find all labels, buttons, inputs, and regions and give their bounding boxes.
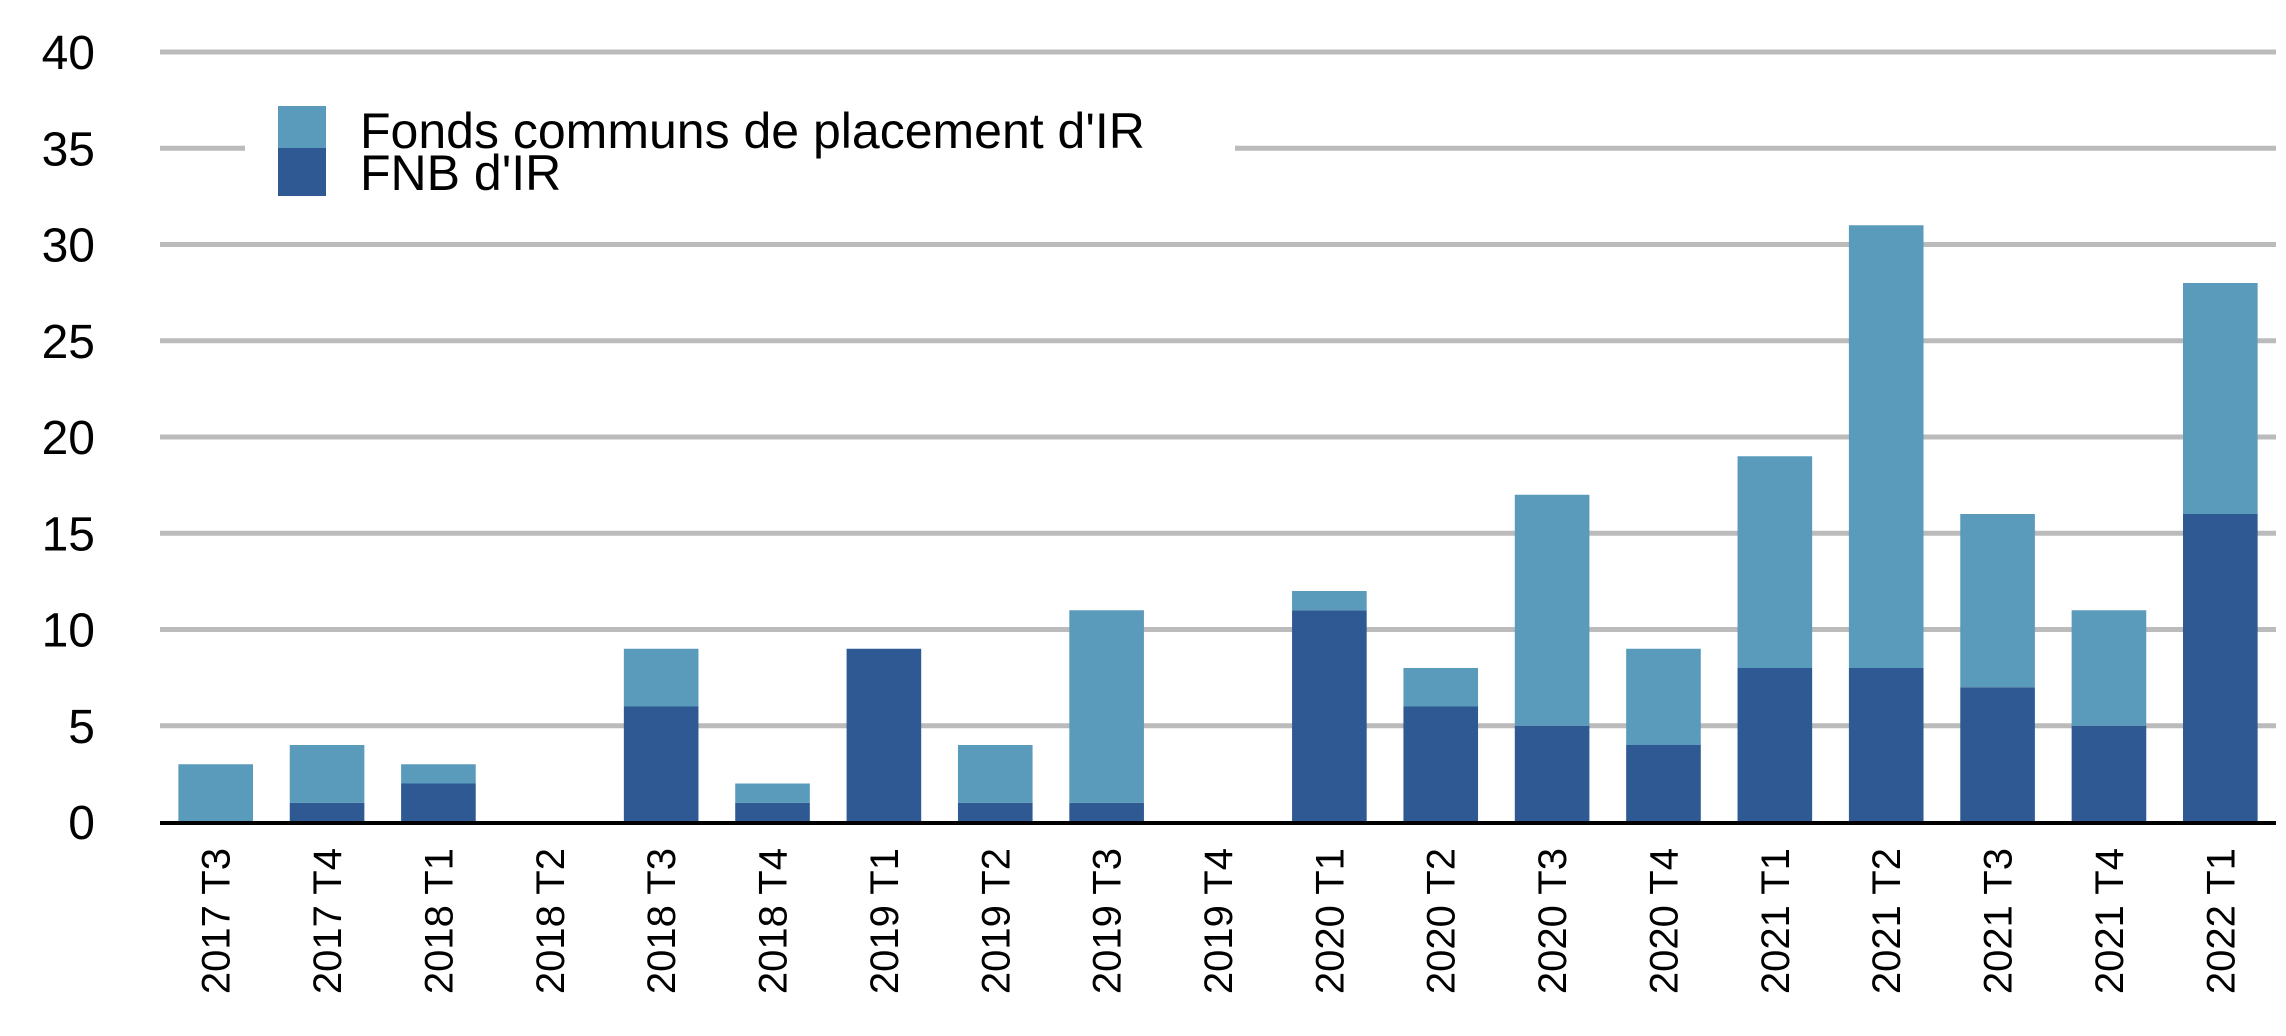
- bar-segment-etf: [289, 802, 365, 822]
- legend: Fonds communs de placement d'IR FNB d'IR: [245, 88, 1235, 228]
- bar-segment-etf: [1960, 687, 2035, 822]
- y-tick-label: 15: [42, 508, 95, 561]
- bar-segment-mutual-funds: [735, 783, 810, 803]
- y-tick-label: 0: [68, 797, 95, 850]
- bar-segment-etf: [735, 802, 810, 822]
- x-tick-label: 2018 T1: [417, 848, 461, 994]
- legend-swatch-etf: [278, 148, 326, 196]
- x-tick-label: 2021 T1: [1754, 848, 1798, 994]
- legend-swatch-mutual-funds: [278, 106, 326, 154]
- x-tick-label: 2019 T4: [1197, 848, 1241, 994]
- bar-segment-mutual-funds: [1737, 456, 1813, 668]
- legend-background: [245, 88, 1235, 228]
- bar-segment-mutual-funds: [623, 648, 699, 707]
- bar-segment-mutual-funds: [1292, 591, 1367, 611]
- x-tick-label: 2018 T3: [640, 848, 684, 994]
- bar-segment-mutual-funds: [1960, 514, 2035, 688]
- x-tick-label: 2020 T2: [1420, 848, 1464, 994]
- bar-segment-etf: [846, 648, 922, 822]
- bar-segment-etf: [1069, 802, 1144, 822]
- x-tick-label: 2019 T1: [863, 848, 907, 994]
- y-tick-label: 35: [42, 123, 95, 176]
- x-tick-label: 2017 T4: [306, 848, 350, 994]
- x-tick-label: 2020 T1: [1308, 848, 1352, 994]
- bar-segment-mutual-funds: [1848, 225, 1924, 668]
- bar-segment-mutual-funds: [289, 745, 365, 803]
- x-tick-label: 2019 T2: [974, 848, 1018, 994]
- bar-segment-etf: [401, 783, 476, 822]
- bar-segment-etf: [2183, 514, 2258, 822]
- bar-segment-mutual-funds: [957, 745, 1033, 803]
- bars: [178, 225, 2258, 822]
- bar-segment-mutual-funds: [1069, 610, 1144, 803]
- y-tick-label: 30: [42, 220, 95, 273]
- y-tick-label: 5: [68, 701, 95, 754]
- y-tick-label: 20: [42, 412, 95, 465]
- bar-segment-etf: [623, 706, 699, 822]
- bar-segment-mutual-funds: [2071, 610, 2147, 726]
- y-axis-ticks: 0 5 10 15 20 25 30 35 40: [42, 27, 95, 850]
- x-tick-label: 2019 T3: [1086, 848, 1130, 994]
- bar-segment-etf: [1292, 610, 1367, 822]
- x-tick-label: 2022 T1: [2199, 848, 2243, 994]
- legend-label-mutual-funds: Fonds communs de placement d'IR: [360, 103, 1145, 159]
- x-tick-label: 2021 T3: [1977, 848, 2021, 994]
- bar-segment-mutual-funds: [1514, 494, 1590, 726]
- bar-segment-etf: [957, 802, 1033, 822]
- bar-segment-etf: [1848, 668, 1924, 822]
- bar-segment-etf: [2071, 725, 2147, 822]
- bar-segment-etf: [1626, 745, 1701, 822]
- bar-segment-mutual-funds: [1626, 648, 1701, 745]
- bar-segment-mutual-funds: [1403, 668, 1479, 707]
- y-tick-label: 10: [42, 605, 95, 658]
- legend-label-etf: FNB d'IR: [360, 145, 561, 201]
- x-tick-label: 2018 T4: [752, 848, 796, 994]
- bar-segment-etf: [1514, 725, 1590, 822]
- x-tick-label: 2021 T4: [2088, 848, 2132, 994]
- x-tick-label: 2020 T4: [1642, 848, 1686, 994]
- y-tick-label: 25: [42, 316, 95, 369]
- bar-segment-mutual-funds: [401, 764, 476, 784]
- bar-segment-mutual-funds: [178, 764, 253, 822]
- x-tick-label: 2021 T2: [1865, 848, 1909, 994]
- x-tick-label: 2020 T3: [1531, 848, 1575, 994]
- bar-segment-etf: [1737, 668, 1813, 822]
- bar-segment-etf: [1403, 706, 1479, 822]
- x-tick-label: 2017 T3: [195, 848, 239, 994]
- bar-segment-mutual-funds: [2183, 283, 2258, 514]
- x-tick-label: 2018 T2: [529, 848, 573, 994]
- y-tick-label: 40: [42, 27, 95, 80]
- x-axis-labels: 2017 T3 2017 T4 2018 T1 2018 T2 2018 T3 2018 …: [195, 848, 2244, 994]
